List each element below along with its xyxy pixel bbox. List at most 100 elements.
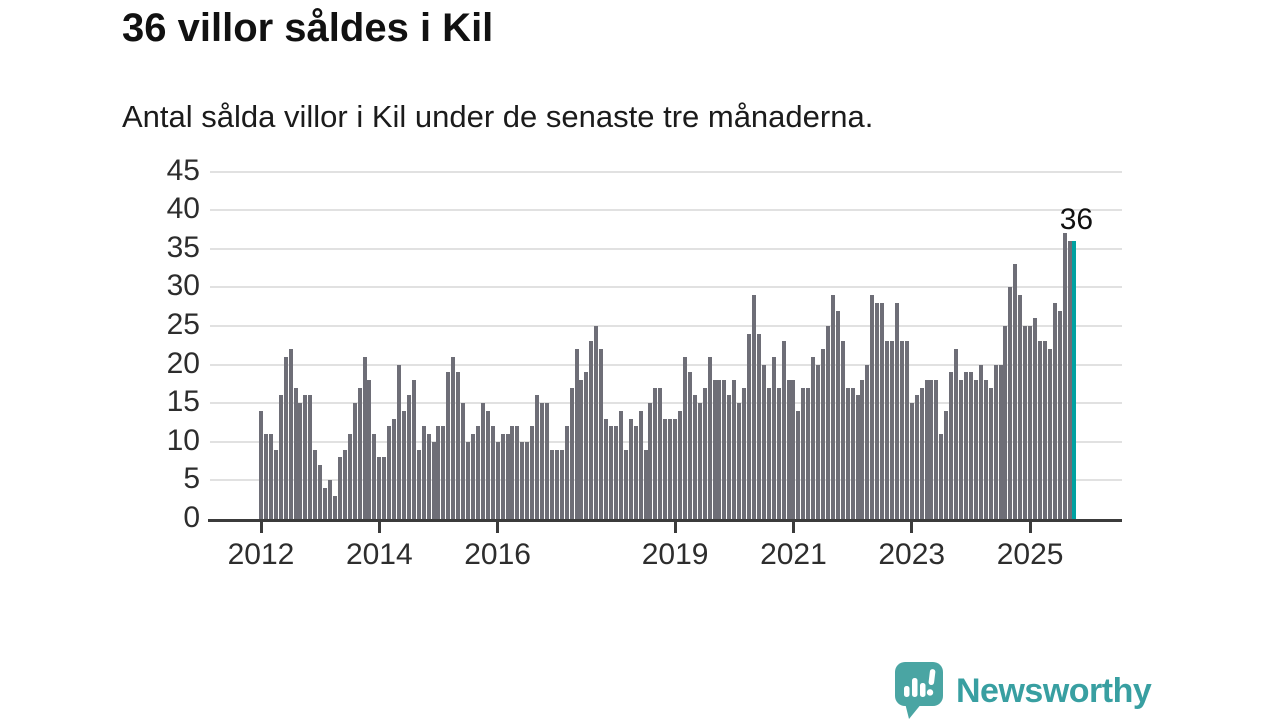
bar	[875, 302, 880, 519]
bar	[451, 356, 456, 519]
bar	[535, 395, 540, 519]
bar	[1067, 241, 1072, 519]
bar	[801, 387, 806, 519]
bar	[865, 364, 870, 519]
chart-subtitle: Antal sålda villor i Kil under de senast…	[122, 99, 874, 134]
bar	[697, 403, 702, 519]
bar	[367, 380, 372, 519]
page-title: 36 villor såldes i Kil	[122, 6, 494, 50]
bar	[470, 434, 475, 519]
bar	[944, 410, 949, 519]
x-axis-tick-2016	[496, 522, 500, 533]
y-axis-tick-label: 0	[183, 501, 200, 534]
highlighted-bar	[1072, 241, 1077, 519]
bar	[441, 426, 446, 519]
bar	[752, 295, 756, 519]
bar	[904, 341, 909, 519]
bar	[431, 441, 436, 519]
bar	[416, 449, 421, 519]
bar	[485, 410, 490, 519]
bar	[988, 387, 993, 519]
bar	[707, 356, 712, 519]
bar	[466, 441, 471, 519]
bar	[387, 426, 392, 519]
bar	[1033, 318, 1037, 519]
bar	[870, 295, 875, 519]
bar	[880, 302, 885, 519]
bar	[1037, 341, 1042, 519]
bar	[1013, 264, 1018, 519]
bar	[806, 387, 811, 519]
bar	[1023, 326, 1028, 519]
bar	[1052, 302, 1057, 519]
bar	[761, 364, 766, 519]
bar	[510, 426, 515, 519]
bar	[914, 395, 919, 519]
bar	[475, 426, 480, 519]
bar	[278, 395, 283, 519]
bar	[737, 403, 742, 519]
gridline-15	[210, 402, 1122, 405]
x-axis-tick-label-2023: 2023	[878, 538, 946, 571]
x-axis-line	[208, 519, 1122, 522]
bar	[584, 372, 589, 519]
bar	[1042, 341, 1047, 519]
bar	[604, 418, 609, 519]
bar	[825, 326, 830, 519]
bar	[461, 403, 466, 519]
bar	[589, 341, 594, 519]
bar	[298, 403, 303, 519]
bar	[259, 410, 263, 519]
x-axis-tick-label-2016: 2016	[464, 538, 531, 571]
bar	[1047, 349, 1052, 519]
bar	[954, 349, 959, 519]
x-axis-tick-2014	[377, 522, 381, 533]
bar	[515, 426, 520, 519]
bar	[638, 410, 643, 519]
bar	[845, 387, 850, 519]
bar	[377, 457, 382, 519]
bar	[609, 426, 614, 519]
newsworthy-logo-icon	[895, 662, 943, 719]
bar	[692, 395, 697, 519]
bar	[668, 418, 673, 519]
bar	[643, 449, 648, 519]
bar	[894, 302, 899, 519]
bar	[525, 441, 530, 519]
bar	[776, 387, 781, 519]
bar	[1062, 233, 1067, 519]
bar	[357, 387, 362, 519]
highlight-value-label: 36	[1059, 203, 1094, 237]
newsworthy-logo: Newsworthy	[895, 662, 1152, 720]
bar-chart: 0 5 10 15 20 25 30 35 40 45 2012 2014 2016 2019 2021 2…	[167, 155, 1122, 571]
bar	[574, 349, 579, 519]
bar	[673, 418, 678, 519]
newsworthy-logo-text: Newsworthy	[956, 672, 1152, 710]
bar	[446, 372, 451, 519]
bar	[421, 426, 426, 519]
logo-speech-bubble-tail	[905, 703, 922, 719]
bar	[890, 341, 895, 519]
bar	[791, 380, 796, 519]
bar	[678, 410, 683, 519]
bar	[687, 372, 692, 519]
bar	[303, 395, 308, 519]
logo-bar-3	[920, 683, 926, 697]
bar	[544, 403, 549, 519]
bar	[332, 495, 337, 519]
bar	[530, 426, 535, 519]
logo-exclamation-mark	[926, 669, 936, 696]
gridline-40	[210, 209, 1122, 212]
bar	[495, 441, 500, 519]
bar	[318, 464, 323, 519]
bar	[998, 364, 1003, 519]
bar	[263, 434, 268, 519]
bar	[727, 395, 732, 519]
x-axis-tick-2012	[259, 522, 263, 533]
bar	[288, 349, 293, 519]
bar	[781, 341, 786, 519]
bar	[756, 333, 761, 519]
y-axis-tick-label: 5	[183, 462, 200, 496]
bar	[1003, 326, 1008, 519]
gridline-20	[210, 363, 1122, 366]
